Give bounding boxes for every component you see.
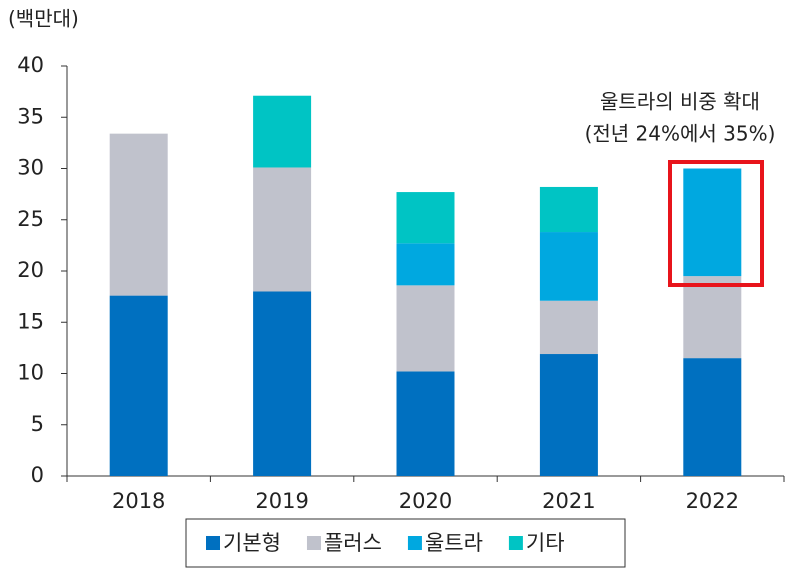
bar-segment <box>253 95 312 168</box>
y-tick-label: 25 <box>17 207 44 231</box>
x-tick-label: 2021 <box>542 489 595 513</box>
y-tick-label: 5 <box>31 412 44 436</box>
y-tick-label: 15 <box>17 309 44 333</box>
bar-segment <box>683 276 742 359</box>
x-tick-label: 2022 <box>686 489 739 513</box>
y-tick-label: 40 <box>17 53 44 77</box>
annotation: (전년 24%에서 35%) <box>585 122 776 146</box>
bar-segment <box>539 232 598 301</box>
bar-segment <box>683 358 742 476</box>
annotation: 울트라의 비중 확대 <box>600 90 760 114</box>
y-tick-label: 30 <box>17 156 44 180</box>
y-tick-label: 35 <box>17 104 44 128</box>
bar-segment <box>683 168 742 277</box>
bar-segment <box>253 291 312 476</box>
legend-label: 기타 <box>526 531 565 555</box>
bar-segment <box>396 285 455 372</box>
highlight-box <box>668 160 764 287</box>
bar-segment <box>396 371 455 476</box>
legend-box <box>185 518 626 568</box>
x-tick-label: 2019 <box>255 489 308 513</box>
legend-label: 기본형 <box>223 531 281 555</box>
bar-segment <box>109 133 168 296</box>
legend-swatch <box>508 536 523 550</box>
x-tick-label: 2020 <box>399 489 452 513</box>
bar-segment <box>109 295 168 476</box>
bar-segment <box>539 354 598 476</box>
x-tick-label: 2018 <box>112 489 165 513</box>
legend-swatch <box>206 536 220 550</box>
bar-segment <box>539 186 598 233</box>
y-tick-label: 0 <box>31 463 44 487</box>
legend-label: 플러스 <box>324 531 382 555</box>
legend-swatch <box>407 536 422 550</box>
y-axis-label: (백만대) <box>8 7 79 31</box>
legend-label: 울트라 <box>425 531 483 555</box>
y-tick-label: 20 <box>17 258 44 282</box>
y-tick-label: 10 <box>17 361 44 385</box>
bar-segment <box>253 167 312 292</box>
bar-segment <box>539 300 598 355</box>
bar-segment <box>396 192 455 244</box>
bar-segment <box>396 243 455 286</box>
legend-swatch <box>306 536 321 550</box>
